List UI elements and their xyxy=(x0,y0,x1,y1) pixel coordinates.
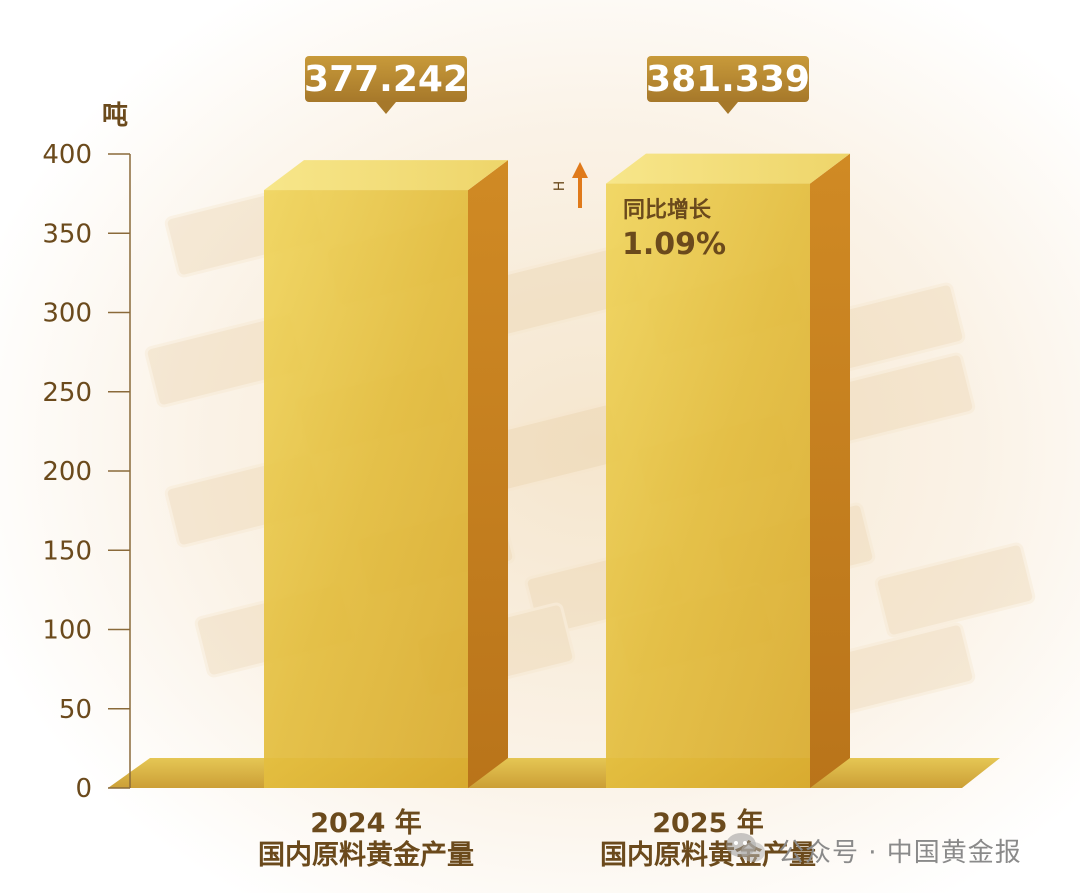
y-tick-label: 200 xyxy=(42,457,92,487)
bar-top xyxy=(606,153,850,184)
bar-2 xyxy=(606,153,850,788)
floor-top xyxy=(108,758,1000,788)
bars xyxy=(264,153,850,789)
value-label: 381.339 xyxy=(646,59,810,100)
bg-gold-bar xyxy=(874,542,1036,638)
arrow-label: H xyxy=(552,181,568,192)
y-tick-label: 0 xyxy=(75,774,92,804)
bar-top xyxy=(264,160,508,191)
value-tags: 377.242 381.339 xyxy=(304,56,810,114)
value-tag-1: 377.242 xyxy=(304,56,468,114)
bar-side xyxy=(810,153,850,788)
growth-annotation: H 同比增长 1.09% xyxy=(552,162,726,262)
x-label-name: 国内原料黄金产量 xyxy=(258,839,474,871)
y-tick-label: 150 xyxy=(42,536,92,566)
y-tick-label: 100 xyxy=(42,616,92,646)
up-arrow-icon xyxy=(572,162,588,178)
annotation-value: 1.09% xyxy=(622,227,726,262)
value-label: 377.242 xyxy=(304,59,468,100)
y-tick-label: 250 xyxy=(42,378,92,408)
value-tag-2: 381.339 xyxy=(646,56,810,114)
bar-front xyxy=(606,183,810,788)
y-tick-label: 400 xyxy=(42,140,92,170)
bar-front xyxy=(264,190,468,789)
value-tag-bg xyxy=(305,56,467,102)
y-tick-label: 50 xyxy=(59,695,92,725)
x-label-year: 2024 年 xyxy=(310,807,422,839)
y-tick-label: 300 xyxy=(42,299,92,329)
value-tag-pointer xyxy=(718,102,738,114)
bar-1 xyxy=(264,160,508,789)
watermark-text: 公众号 · 中国黄金报 xyxy=(778,838,1022,868)
y-axis: 0 50 100 150 200 250 300 350 400 吨 xyxy=(42,101,131,804)
x-label-name: 国内原料黄金产量 xyxy=(600,839,816,871)
annotation-title: 同比增长 xyxy=(623,197,712,223)
bar-side xyxy=(468,160,508,789)
y-unit-label: 吨 xyxy=(102,101,128,131)
floor-band xyxy=(108,758,1000,788)
y-tick-label: 350 xyxy=(42,219,92,249)
value-tag-bg xyxy=(647,56,809,102)
value-tag-pointer xyxy=(376,102,396,114)
wechat-icon xyxy=(726,833,765,862)
